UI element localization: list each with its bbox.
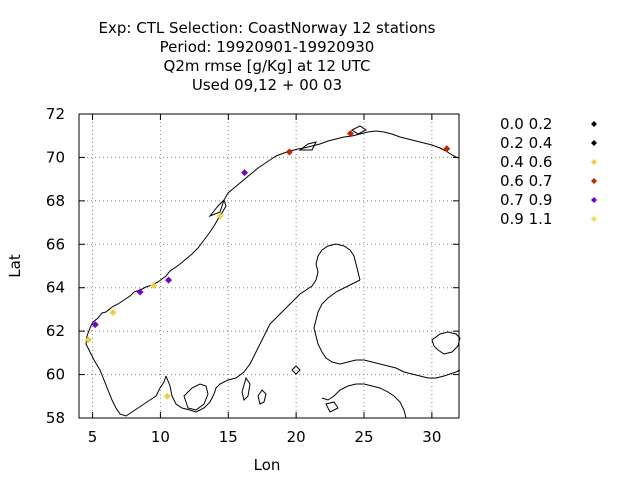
coast-bornholm	[291, 365, 301, 375]
y-tick-label: 66	[46, 235, 65, 253]
chart-title-line-1: Exp: CTL Selection: CoastNorway 12 stati…	[99, 19, 436, 37]
y-tick-label: 62	[46, 322, 65, 340]
x-tick-label: 10	[151, 428, 170, 446]
data-point-series-4	[91, 321, 99, 329]
y-tick-label: 68	[46, 192, 65, 210]
legend-marker	[591, 159, 597, 165]
coast-norway	[86, 130, 459, 337]
y-axis-label: Lat	[6, 254, 24, 278]
coast-oland	[241, 376, 251, 401]
legend-marker	[591, 121, 597, 127]
legend-label: 0.9 1.1	[500, 210, 552, 228]
plot-frame	[78, 113, 460, 419]
coast-norway-south	[85, 335, 167, 417]
coast-lake-ladoga	[431, 331, 461, 355]
data-point-series-3	[443, 145, 451, 153]
legend-label: 0.7 0.9	[500, 191, 552, 209]
data-point-series-3	[285, 148, 293, 156]
coast-lofoten	[208, 199, 225, 218]
coast-denmark	[183, 383, 209, 411]
legend-label: 0.0 0.2	[500, 115, 552, 133]
coast-finland-west	[313, 279, 461, 379]
legend: 0.0 0.20.2 0.40.4 0.60.6 0.70.7 0.90.9 1…	[500, 115, 597, 228]
coast-sweden-east	[165, 243, 361, 413]
legend-marker	[591, 140, 597, 146]
x-tick-label: 30	[422, 428, 441, 446]
data-point-series-4	[136, 288, 144, 296]
x-tick-label: 25	[354, 428, 373, 446]
coast-northcape-islands	[298, 125, 367, 151]
legend-marker	[591, 197, 597, 203]
legend-label: 0.2 0.4	[500, 134, 552, 152]
coast-gotland	[257, 389, 267, 405]
legend-marker	[591, 178, 597, 184]
x-axis-label: Lon	[254, 456, 281, 474]
legend-label: 0.4 0.6	[500, 153, 552, 171]
data-point-series-4	[241, 169, 249, 177]
coast-saaremaa	[325, 401, 339, 413]
x-tick-label: 5	[88, 428, 98, 446]
chart-title-line-4: Used 09,12 + 00 03	[192, 76, 342, 94]
data-point-series-2	[150, 282, 158, 290]
chart-title-line-3: Q2m rmse [g/Kg] at 12 UTC	[164, 57, 371, 75]
data-point-series-2	[163, 392, 171, 400]
grid: 5 10 15 20 25 30 58 60 62 64 66 68 70 72	[46, 105, 459, 446]
y-tick-label: 60	[46, 366, 65, 384]
data-point-series-3	[346, 130, 354, 138]
data-point-series-2	[216, 212, 224, 220]
y-tick-label: 58	[46, 409, 65, 427]
chart-title-line-2: Period: 19920901-19920930	[160, 38, 375, 56]
legend-marker	[591, 216, 597, 222]
data-point-series-4	[165, 276, 173, 284]
y-tick-label: 64	[46, 279, 65, 297]
data-point-series-2	[85, 336, 92, 344]
y-tick-label: 70	[46, 148, 65, 166]
legend-label: 0.6 0.7	[500, 172, 552, 190]
coast-baltic-east	[321, 383, 407, 419]
x-tick-label: 15	[219, 428, 238, 446]
data-points	[85, 130, 451, 400]
y-tick-label: 72	[46, 105, 65, 123]
x-tick-label: 20	[287, 428, 306, 446]
data-point-series-2	[109, 309, 117, 317]
coastline-map	[85, 125, 461, 419]
